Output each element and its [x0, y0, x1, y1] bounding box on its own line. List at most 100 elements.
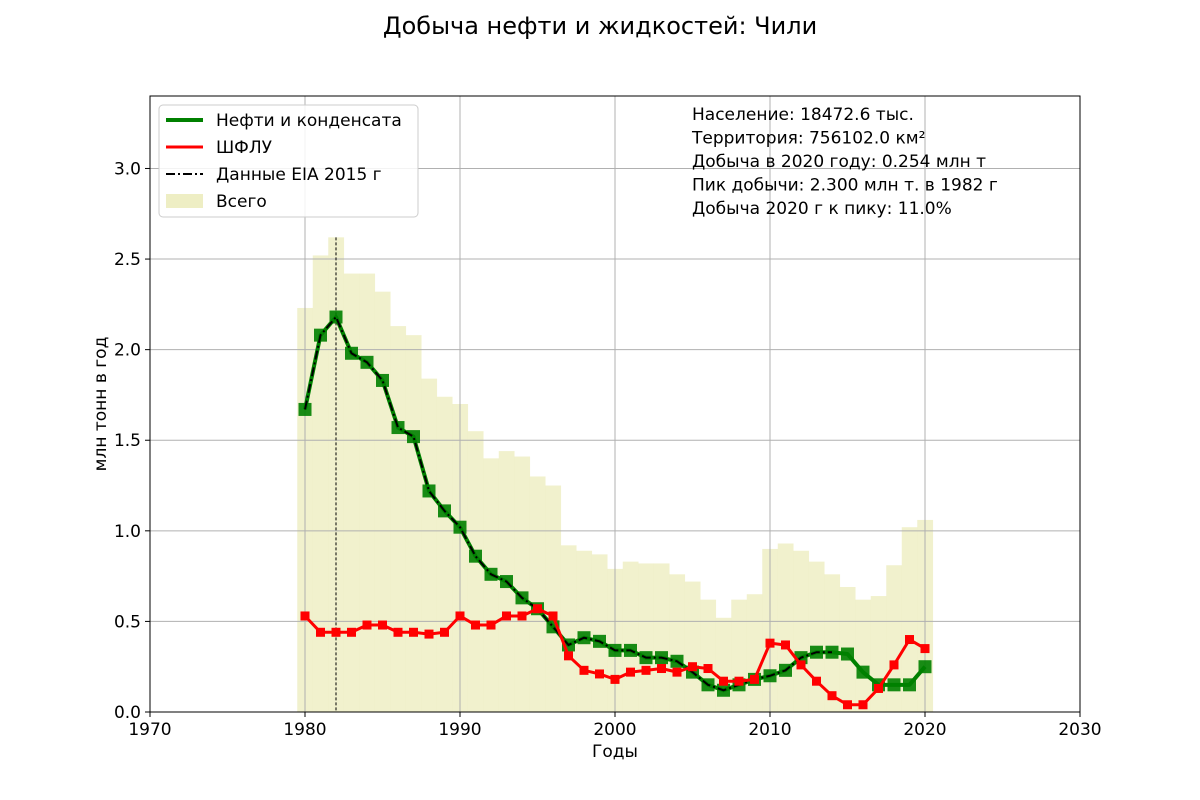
total-bar	[343, 273, 360, 712]
series-ngl-point	[812, 676, 821, 686]
total-bar	[622, 561, 639, 712]
info-line: Добыча 2020 г к пику: 11.0%	[692, 199, 952, 219]
series-ngl-point	[409, 627, 418, 637]
series-ngl-point	[502, 611, 511, 621]
total-bar	[390, 326, 407, 712]
series-ngl-point	[843, 700, 852, 710]
series-ngl-point	[657, 664, 666, 674]
total-bar	[436, 396, 453, 712]
series-ngl-point	[486, 620, 496, 630]
total-bar	[731, 599, 748, 712]
series-ngl-point	[393, 627, 403, 637]
series-oil-point	[329, 310, 343, 324]
series-ngl-point	[672, 667, 682, 677]
series-oil-point	[856, 665, 870, 679]
y-axis-label: млн тонн в год	[91, 337, 111, 472]
total-bar	[901, 527, 918, 712]
series-ngl-point	[765, 638, 775, 648]
info-line: Добыча в 2020 году: 0.254 млн т	[692, 152, 986, 172]
total-bar	[359, 273, 376, 712]
series-oil-point	[918, 660, 932, 674]
total-bar	[715, 617, 732, 712]
series-ngl-point	[781, 640, 790, 650]
info-annotations: Население: 18472.6 тыс. Территория: 75610…	[691, 105, 998, 219]
legend-label: ШФЛУ	[216, 138, 273, 158]
series-oil-point	[903, 678, 916, 692]
total-bar	[405, 335, 422, 712]
series-ngl-point	[889, 660, 899, 670]
total-bar	[591, 554, 608, 712]
total-bar	[529, 476, 546, 712]
series-ngl-point	[688, 662, 697, 672]
total-bar	[855, 599, 872, 712]
series-ngl-point	[424, 629, 434, 639]
total-bar	[545, 485, 562, 712]
total-bar	[886, 565, 903, 712]
series-ngl-point	[719, 676, 728, 686]
series-ngl-point	[750, 674, 759, 684]
total-bar	[421, 378, 438, 712]
series-ngl-point	[579, 665, 589, 675]
legend-label: Всего	[216, 192, 267, 212]
total-bar	[560, 545, 577, 712]
series-ngl-point	[455, 611, 465, 621]
total-bar	[808, 561, 825, 712]
series-ngl-point	[626, 667, 635, 677]
y-tick-label: 1.5	[114, 431, 141, 451]
series-oil-point	[469, 549, 482, 563]
series-ngl-point	[440, 627, 449, 637]
series-ngl-point	[362, 620, 372, 630]
series-ngl-point	[703, 664, 713, 674]
y-tick-label: 1.0	[114, 522, 141, 542]
total-bar	[793, 550, 810, 712]
legend-swatch-total	[166, 194, 203, 208]
series-ngl-point	[533, 604, 542, 614]
y-tick-label: 3.0	[114, 159, 141, 179]
y-tick-label: 2.0	[114, 341, 141, 361]
series-ngl-point	[874, 683, 883, 693]
series-ngl-point	[471, 620, 480, 630]
legend-label: Данные EIA 2015 г	[216, 165, 382, 185]
y-tick-label: 0.5	[114, 612, 141, 632]
series-lines	[298, 310, 932, 710]
series-ngl-point	[517, 611, 527, 621]
legend-label: Нефти и конденсата	[216, 111, 402, 131]
total-bar	[824, 574, 841, 712]
series-oil-point	[841, 647, 854, 661]
series-ngl-point	[564, 651, 573, 661]
total-bar	[638, 563, 655, 712]
series-ngl-point	[920, 644, 930, 654]
x-tick-label: 1990	[438, 720, 481, 740]
series-ngl-point	[858, 700, 868, 710]
total-bar	[684, 581, 701, 712]
x-tick-label: 2010	[748, 720, 791, 740]
y-tick-label: 2.5	[114, 250, 141, 270]
total-bar	[746, 594, 763, 712]
series-ngl-point	[300, 611, 310, 621]
series-ngl-point	[796, 660, 806, 670]
total-bar	[312, 255, 329, 712]
series-oil-point	[407, 430, 420, 444]
series-ngl-point	[378, 620, 387, 630]
total-bar	[483, 458, 500, 712]
total-bar	[467, 431, 484, 712]
legend: Нефти и конденсата ШФЛУ Данные EIA 2015 г В…	[158, 104, 419, 218]
total-bar	[374, 291, 391, 712]
series-ngl-point	[316, 627, 325, 637]
total-bar	[669, 574, 686, 712]
series-ngl-point	[734, 676, 744, 686]
x-tick-label: 2000	[593, 720, 636, 740]
x-tick-label: 2020	[903, 720, 946, 740]
total-bar	[700, 599, 717, 712]
x-tick-label: 1970	[128, 720, 171, 740]
series-oil-point	[391, 421, 405, 435]
info-line: Пик добычи: 2.300 млн т. в 1982 г	[692, 176, 998, 196]
x-axis-ticks: 1970 1980 1990 2000 2010 2020 2030	[128, 712, 1102, 740]
info-line: Территория: 756102.0 км²	[691, 129, 925, 149]
series-eia-line	[304, 315, 832, 692]
series-ngl-point	[347, 627, 356, 637]
x-axis-label: Годы	[592, 742, 638, 762]
series-ngl-point	[610, 674, 620, 684]
legend-box	[158, 104, 419, 218]
